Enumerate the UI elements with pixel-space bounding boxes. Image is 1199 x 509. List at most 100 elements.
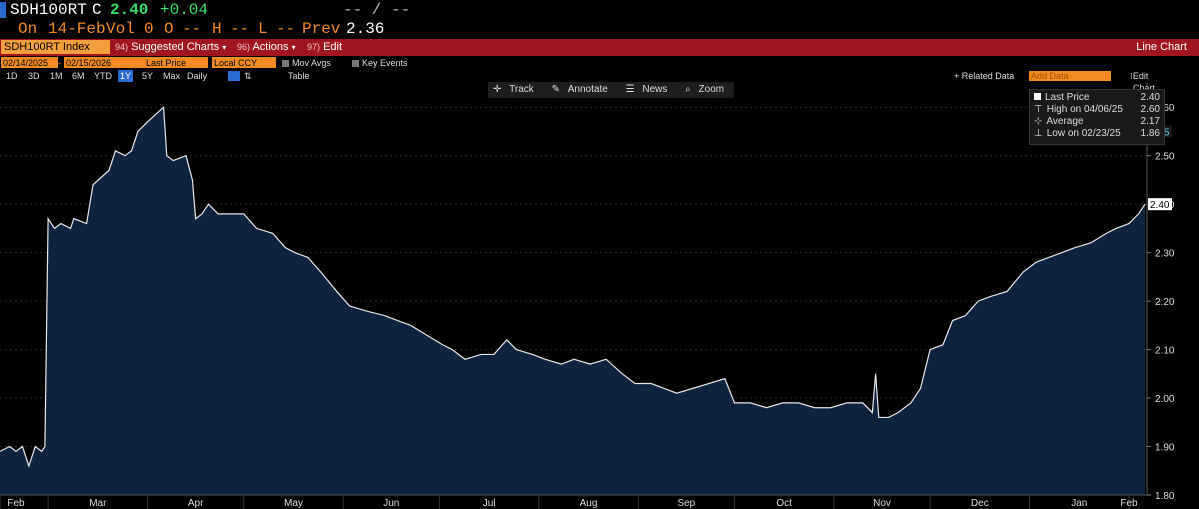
legend-average: ⊹ Average [1034,116,1083,128]
period-5y[interactable]: 5Y [142,71,154,81]
mov-avgs-toggle[interactable]: Mov Avgs [282,57,331,69]
key-events-toggle[interactable]: Key Events [352,57,408,69]
table-button[interactable]: Table [288,71,310,81]
x-tick-label: Sep [677,498,695,509]
edit-label: Edit [323,41,343,53]
date-label: On [18,20,38,38]
period-6m[interactable]: 6M [72,71,85,81]
legend-low-value: 1.86 [1140,128,1160,139]
key-events-label: Key Events [362,58,408,68]
period-3d[interactable]: 3D [28,71,40,81]
period-max[interactable]: Max [163,71,181,81]
x-tick-label: Feb [7,498,25,509]
period-1m[interactable]: 1M [50,71,63,81]
edit-chart-label: Edit Chart [1132,71,1155,93]
x-tick-label: Jun [383,498,399,509]
suggested-charts-number: 94) [115,42,129,52]
x-tick-label: Oct [776,498,792,509]
x-tick-label: Aug [580,498,598,509]
ticker-symbol[interactable]: SDH100RT [10,1,87,19]
x-axis: Feb Mar Apr May Jun Jul Aug Sep Oct Nov Dec Jan Feb [0,494,1147,509]
track-tool[interactable]: ✛ Track [493,84,534,95]
period-ytd[interactable]: YTD [94,71,112,81]
legend-average-value: 2.17 [1140,116,1160,127]
start-date-field[interactable]: 02/14/2025 [1,57,58,68]
y-tick-label: 1.80 [1155,491,1175,502]
legend-swatch [1034,93,1041,100]
legend-average-label: Average [1046,116,1084,127]
price-tag-box [1148,198,1172,211]
bid-ask: -- / -- [343,1,411,19]
legend-low: ⊥ Low on 02/23/25 [1034,128,1121,140]
price-change: +0.04 [160,1,209,19]
currency-select[interactable]: Local CCY [212,57,276,68]
frequency-select[interactable]: Daily [187,71,208,81]
chart-tools: ✛ Track ✎ Annotate ☰ News ⌕ Zoom [488,82,735,98]
y-tick-label: 2.10 [1155,346,1175,357]
high-value: -- [230,20,250,38]
news-label: News [642,84,668,95]
security-field[interactable]: SDH100RT Index [1,40,110,54]
price-area [0,107,1145,495]
legend-high-label: High on 04/06/25 [1046,104,1123,115]
function-toolbar: SDH100RT Index 94) Suggested Charts ▾ 96… [0,39,1199,56]
related-data-menu[interactable]: + Related Data [954,71,1015,81]
x-tick-label: Apr [188,498,204,509]
actions-label: Actions [252,41,289,53]
actions-number: 96) [237,42,251,52]
y-tick-label: 2.30 [1155,249,1175,260]
actions-menu[interactable]: 96) Actions ▾ [237,39,296,56]
volume-label: Vol [106,20,135,38]
checkbox-icon [352,60,359,68]
chart-settings-row: 02/14/2025 - 02/15/2026 Last Price Local… [0,57,1199,69]
edit-chart-button[interactable]: ⁝ Edit Chart [1130,71,1155,93]
news-tool[interactable]: ☰ News [625,84,668,95]
x-tick-label: Jan [1071,498,1087,509]
field-select[interactable]: Last Price [144,57,208,68]
legend-last-price[interactable]: Last Price [1034,92,1089,104]
track-label: Track [509,84,534,95]
x-tick-label: Mar [89,498,107,509]
period-row: 1D 3D 1M 6M YTD 1Y 5Y Max Daily ⇅ Table … [0,70,1199,93]
edit-menu[interactable]: 97) Edit [307,39,342,56]
chevron-down-icon: ▾ [291,43,296,52]
legend-high-value: 2.60 [1140,104,1160,115]
annotate-tool[interactable]: ✎ Annotate [551,84,608,95]
period-1d[interactable]: 1D [6,71,18,81]
y-tick-label: 2.20 [1155,297,1175,308]
high-label: H [212,20,222,38]
date-separator: - [58,58,61,68]
annotate-label: Annotate [567,84,608,95]
prev-value: 2.36 [346,20,385,38]
price-tag-label: 2.40 [1150,200,1170,211]
average-marker-icon: ⊹ [1034,116,1043,127]
end-date-field[interactable]: 02/15/2026 [64,57,144,68]
legend-last-price-label: Last Price [1045,92,1090,103]
add-data-input[interactable]: Add Data [1029,71,1111,81]
zoom-tool[interactable]: ⌕ Zoom [685,84,725,95]
low-label: L [258,20,268,38]
quote-header: SDH100RT C 2.40 +0.04 -- / -- [0,0,1199,20]
security-marker [0,2,6,18]
last-price: 2.40 [110,1,149,19]
chart-style-icon[interactable]: ⇅ [244,71,252,81]
y-axis: 1.801.902.002.102.202.302.402.502.60 [1146,83,1175,502]
x-tick-label: May [284,498,303,509]
y-tick-label: 1.90 [1155,443,1175,454]
open-label: O [164,20,174,38]
quote-type-code: C [92,1,102,19]
suggested-charts-label: Suggested Charts [131,41,220,53]
x-tick-label: Jul [483,498,496,509]
prev-label: Prev [302,20,341,38]
low-marker-icon: ⊥ [1034,128,1043,139]
open-value: -- [182,20,202,38]
suggested-charts-menu[interactable]: 94) Suggested Charts ▾ [115,39,226,56]
chart-legend: Last Price 2.40 ⊤ High on 04/06/25 2.60 ⊹… [1029,89,1165,145]
price-line [0,105,1146,468]
mov-avgs-label: Mov Avgs [292,58,331,68]
end-date-value: 02/15/2026 [66,58,112,68]
period-1y[interactable]: 1Y [118,70,134,82]
line-chart-icon[interactable] [228,71,240,81]
quote-date: 14-Feb [48,20,106,38]
